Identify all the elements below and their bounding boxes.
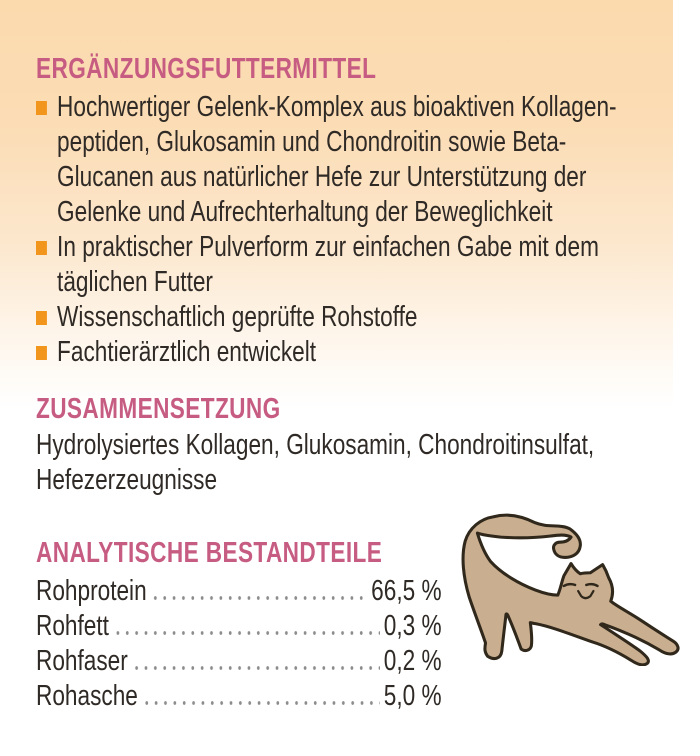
feature-line: peptiden, Glukosamin und Chondroitin sow… (57, 126, 567, 158)
analysis-label: Rohprotein (36, 575, 147, 607)
analysis-label: Rohasche (36, 680, 138, 712)
dot-leader (141, 679, 380, 714)
feature-list: Hochwertiger Gelenk-Komplex aus bioaktiv… (36, 90, 648, 370)
analysis-value: 0,3 % (383, 610, 442, 642)
cat-closed-eyes (562, 582, 599, 588)
feature-text: Wissenschaftlich geprüfte Rohstoffe (57, 300, 417, 335)
feature-line: Fachtierärztlich entwickelt (57, 336, 317, 368)
composition-text: Hydrolysiertes Kollagen, Glukosamin, Cho… (36, 428, 648, 498)
dot-leader (131, 644, 380, 679)
supplement-heading: ERGÄNZUNGSFUTTERMITTEL (36, 53, 377, 85)
analysis-label: Rohfett (36, 610, 109, 642)
feature-text: Fachtierärztlich entwickelt (57, 335, 316, 370)
bullet-square-icon (36, 101, 47, 115)
analysis-value: 5,0 % (383, 680, 442, 712)
stretching-cat-icon (461, 513, 680, 666)
analysis-value: 66,5 % (371, 575, 442, 607)
feature-line: Gelenke und Aufrechterhaltung der Bewegl… (57, 196, 553, 228)
analysis-label: Rohfaser (36, 645, 128, 677)
feature-line: Glucanen aus natürlicher Hefe zur Unters… (57, 161, 587, 193)
analysis-value: 0,2 % (383, 645, 442, 677)
composition-heading: ZUSAMMENSETZUNG (36, 393, 281, 425)
composition-line: Hefezerzeugnisse (36, 464, 218, 496)
feature-item: Hochwertiger Gelenk-Komplex aus bioaktiv… (36, 90, 648, 230)
feature-item: Fachtierärztlich entwickelt (36, 335, 648, 370)
feature-line: In praktischer Pulverform zur einfachen … (57, 231, 599, 263)
composition-line: Hydrolysiertes Kollagen, Glukosamin, Cho… (36, 429, 595, 461)
analysis-row: Rohfett 0,3 % (36, 609, 442, 644)
dot-leader (112, 609, 380, 644)
analysis-row: Rohfaser 0,2 % (36, 644, 442, 679)
analysis-table: Rohprotein 66,5 % Rohfett 0,3 % Rohfaser… (36, 574, 442, 714)
bullet-square-icon (36, 241, 47, 255)
feature-line: täglichen Futter (57, 266, 213, 298)
feature-item: In praktischer Pulverform zur einfachen … (36, 230, 648, 300)
analysis-row: Rohasche 5,0 % (36, 679, 442, 714)
feature-line: Hochwertiger Gelenk-Komplex aus bioaktiv… (57, 91, 617, 123)
bullet-square-icon (36, 346, 47, 360)
analysis-row: Rohprotein 66,5 % (36, 574, 442, 609)
cat-muzzle (577, 589, 595, 600)
feature-text: In praktischer Pulverform zur einfachen … (57, 230, 599, 300)
feature-item: Wissenschaftlich geprüfte Rohstoffe (36, 300, 648, 335)
bullet-square-icon (36, 311, 47, 325)
feature-line: Wissenschaftlich geprüfte Rohstoffe (57, 301, 418, 333)
analysis-heading: ANALYTISCHE BESTANDTEILE (36, 537, 383, 569)
feature-text: Hochwertiger Gelenk-Komplex aus bioaktiv… (57, 90, 617, 230)
label-content: ERGÄNZUNGSFUTTERMITTEL Hochwertiger Gele… (36, 54, 656, 714)
condensed-text-wrapper: ERGÄNZUNGSFUTTERMITTEL Hochwertiger Gele… (36, 54, 648, 714)
dot-leader (150, 574, 368, 609)
